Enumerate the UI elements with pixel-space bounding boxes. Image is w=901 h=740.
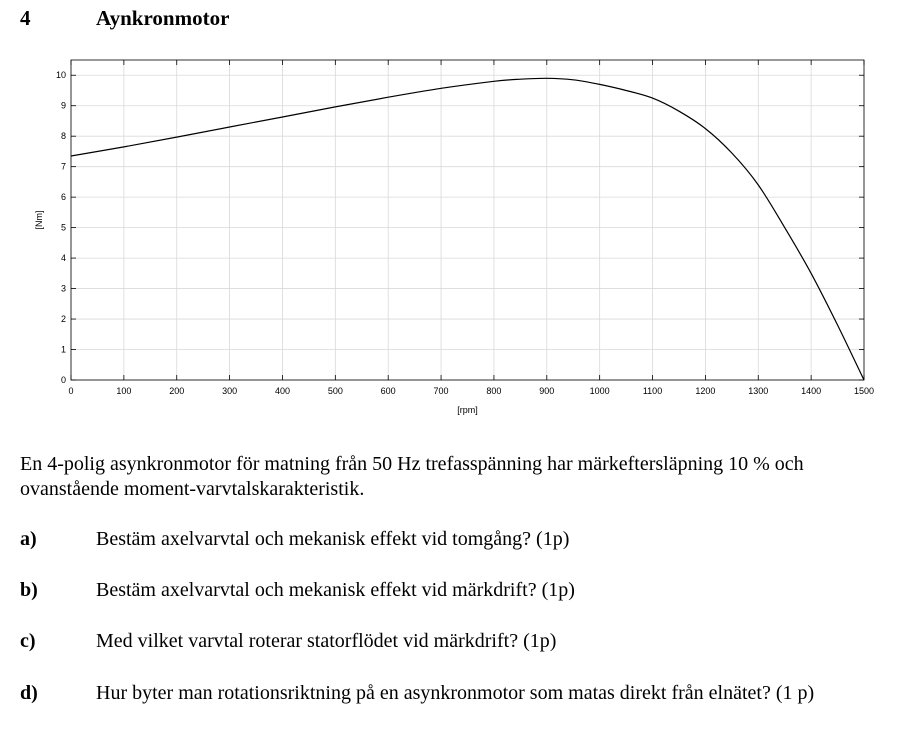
x-tick-label: 900: [539, 386, 554, 396]
x-tick-label: 600: [381, 386, 396, 396]
x-tick-label: 1200: [695, 386, 715, 396]
y-tick-label: 2: [61, 314, 66, 324]
y-tick-label: 1: [61, 345, 66, 355]
x-tick-label: 1400: [801, 386, 821, 396]
x-tick-label: 1000: [590, 386, 610, 396]
plot-frame: [70, 59, 865, 381]
tick-labels: 0 100 200 300 400 500 600 700 800 900 1000 1100 1200…: [56, 70, 874, 396]
x-tick-label: 1500: [854, 386, 874, 396]
y-tick-label: 3: [61, 284, 66, 294]
question-a-text: Bestäm axelvarvtal och mekanisk effekt v…: [96, 528, 570, 550]
x-axis-label: [rpm]: [457, 405, 478, 415]
y-tick-label: 7: [61, 162, 66, 172]
question-title: Aynkronmotor: [96, 6, 230, 30]
question-a-label: a): [20, 528, 37, 550]
question-c: c) Med vilket varvtal roterar statorflöd…: [20, 629, 890, 654]
axis-ticks: [70, 60, 865, 381]
x-tick-label: 100: [116, 386, 131, 396]
x-tick-label: 500: [328, 386, 343, 396]
question-d: d) Hur byter man rotationsriktning på en…: [20, 681, 890, 706]
y-axis-label: [Nm]: [34, 211, 44, 230]
y-tick-label: 10: [56, 70, 66, 80]
question-d-label: d): [20, 682, 38, 704]
y-tick-label: 6: [61, 192, 66, 202]
x-tick-label: 300: [222, 386, 237, 396]
question-c-text: Med vilket varvtal roterar statorflödet …: [96, 630, 557, 652]
torque-curve: [70, 77, 865, 381]
question-c-label: c): [20, 630, 36, 652]
x-tick-label: 800: [486, 386, 501, 396]
y-tick-label: 8: [61, 131, 66, 141]
question-d-text: Hur byter man rotationsriktning på en as…: [96, 682, 815, 704]
y-tick-label: 4: [61, 253, 66, 263]
question-b-label: b): [20, 579, 38, 601]
y-tick-label: 0: [61, 375, 66, 385]
torque-speed-chart: 0 100 200 300 400 500 600 700 800 900 1000 1100 1200…: [34, 59, 874, 415]
x-tick-label: 1100: [643, 386, 662, 396]
question-number: 4: [20, 6, 31, 30]
problem-intro: En 4-polig asynkronmotor för matning frå…: [20, 453, 804, 500]
x-tick-label: 700: [434, 386, 449, 396]
question-a: a) Bestäm axelvarvtal och mekanisk effek…: [20, 527, 890, 552]
x-tick-label: 200: [169, 386, 184, 396]
y-tick-label: 9: [61, 101, 66, 111]
y-tick-label: 5: [61, 223, 66, 233]
x-tick-label: 1300: [748, 386, 768, 396]
x-tick-label: 400: [275, 386, 290, 396]
question-b-text: Bestäm axelvarvtal och mekanisk effekt v…: [96, 579, 575, 601]
grid: [70, 60, 865, 381]
x-tick-label: 0: [68, 386, 73, 396]
question-b: b) Bestäm axelvarvtal och mekanisk effek…: [20, 578, 890, 603]
